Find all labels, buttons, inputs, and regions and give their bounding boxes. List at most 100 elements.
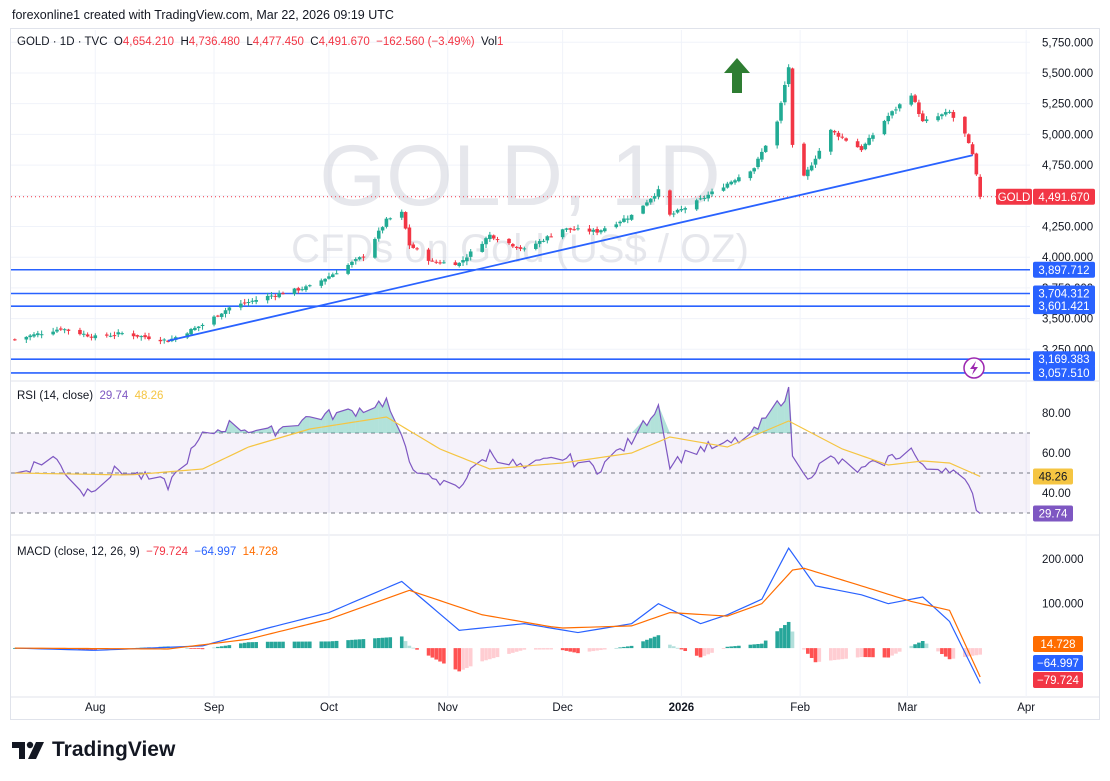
candle-body (85, 334, 90, 337)
macd-histogram-bar (622, 646, 626, 649)
macd-value: −79.724 (146, 546, 188, 558)
macd-value-tag (1033, 672, 1083, 688)
candle-body (51, 331, 55, 335)
candle-body (112, 335, 117, 337)
rsi-overbought-fill (378, 401, 383, 433)
macd-histogram-bar (545, 648, 550, 650)
candle-body (495, 239, 500, 241)
open-label: O (113, 36, 123, 48)
price-legend: GOLD · 1D · TVC O4,654.210 H4,736.480 L4… (17, 36, 503, 48)
lightning-icon[interactable] (963, 357, 985, 379)
time-axis-label: Dec (552, 702, 573, 714)
chart-attribution: forexonline1 created with TradingView.co… (12, 8, 394, 22)
macd-histogram-bar (725, 646, 730, 649)
candle-body (453, 262, 458, 265)
candle-body (710, 191, 714, 195)
candle-body (403, 212, 408, 229)
macd-histogram-bar (193, 648, 197, 649)
macd-histogram-bar (522, 648, 527, 650)
candle-body (373, 238, 377, 258)
symbol-label[interactable]: GOLD · 1D · TVC (17, 36, 108, 48)
candle-body (614, 224, 619, 228)
macd-histogram-bar (645, 639, 649, 649)
candle-body (147, 336, 151, 340)
macd-histogram-bar (534, 648, 538, 650)
candle-body (675, 209, 680, 213)
candle-body (480, 243, 484, 252)
macd-histogram-bar (656, 635, 661, 649)
macd-histogram-bar (683, 648, 688, 652)
candle-body (894, 109, 898, 111)
level-price-tag (1033, 298, 1095, 315)
volume-label: Vol (481, 36, 498, 48)
macd-histogram-bar (890, 648, 894, 656)
macd-histogram-bar (806, 648, 810, 654)
rsi-value-tag (1033, 505, 1073, 522)
candle-body (361, 256, 366, 258)
macd-histogram-bar (430, 648, 435, 658)
price-axis-label: 4,250.000 (1042, 221, 1093, 233)
macd-histogram-bar (304, 641, 308, 649)
macd-histogram-bar (648, 638, 653, 649)
macd-hist-tag (1033, 636, 1083, 652)
macd-histogram-bar (913, 644, 917, 649)
candle-body (158, 339, 163, 342)
macd-histogram-bar (694, 648, 699, 656)
macd-histogram-bar (461, 648, 465, 670)
candle-body (595, 229, 599, 233)
macd-legend[interactable]: MACD (close, 12, 26, 9) −79.724 −64.997 … (17, 546, 278, 558)
candle-body (909, 95, 914, 105)
macd-histogram-bar (296, 641, 301, 649)
candle-body (725, 183, 730, 188)
rsi-overbought-fill (643, 420, 647, 433)
candle-body (828, 129, 833, 152)
candle-body (518, 247, 523, 249)
macd-histogram-bar (426, 648, 431, 656)
candles (13, 64, 982, 345)
candle-body (308, 285, 312, 287)
macd-histogram-bar (886, 648, 891, 658)
candle-body (411, 244, 416, 248)
macd-histogram-bar (629, 645, 634, 649)
candle-body (832, 131, 837, 133)
macd-histogram-bar (353, 639, 358, 649)
candle-body (13, 339, 17, 341)
macd-histogram-bar (442, 648, 446, 664)
candle-body (537, 241, 542, 244)
macd-histogram-bar (863, 648, 868, 658)
candle-body (104, 334, 109, 336)
candle-body (334, 273, 339, 275)
rsi-ma-tag-label: 48.26 (1039, 471, 1068, 483)
candle-body (733, 180, 737, 183)
candle-body (836, 132, 841, 137)
macd-histogram-bar (507, 648, 511, 654)
macd-histogram-bar (484, 648, 488, 661)
candle-body (974, 153, 979, 175)
candle-body (488, 234, 492, 240)
candle-body (131, 333, 136, 337)
macd-histogram-bar (350, 639, 354, 649)
candle-body (346, 264, 350, 274)
candle-body (292, 288, 297, 294)
level-price-label: 3,897.712 (1038, 265, 1089, 277)
time-axis-label: Nov (437, 702, 458, 714)
candle-body (189, 328, 193, 335)
candle-body (242, 302, 247, 304)
macd-histogram-bar (346, 640, 350, 649)
macd-histogram-bar (388, 637, 393, 649)
macd-histogram-bar (457, 648, 462, 672)
macd-histogram-bar (495, 648, 500, 658)
macd-histogram-bar (855, 648, 860, 658)
candle-body (783, 84, 787, 103)
candle-body (867, 137, 871, 145)
candle-body (32, 334, 36, 337)
candle-body (55, 329, 59, 332)
level-price-tag (1033, 364, 1095, 381)
candle-body (668, 190, 672, 215)
rsi-legend[interactable]: RSI (14, close) 29.74 48.26 (17, 390, 163, 402)
candle-body (564, 228, 569, 230)
tradingview-logo[interactable]: TradingView (12, 738, 175, 762)
macd-histogram-bar (894, 648, 898, 654)
macd-plot (13, 546, 982, 684)
grid-lines (11, 30, 1030, 697)
